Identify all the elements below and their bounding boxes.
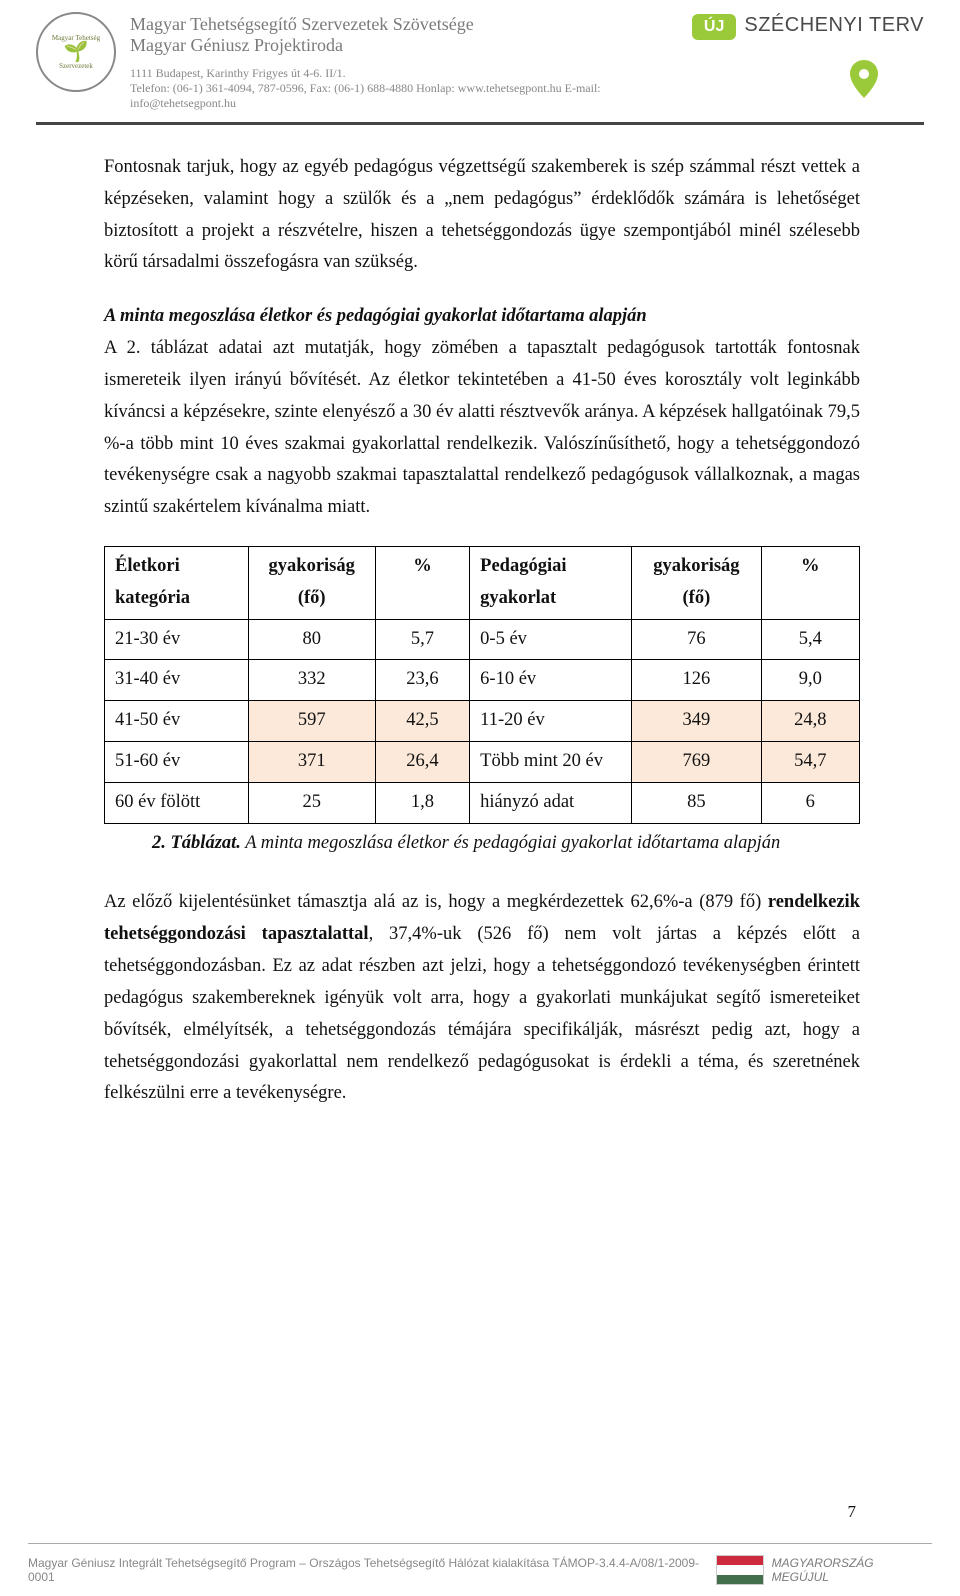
table-2: Életkori kategória gyakoriság (fő) % Ped… xyxy=(104,546,860,860)
header-rule xyxy=(36,122,924,125)
table-cell: 1,8 xyxy=(375,782,469,823)
table-cell: 42,5 xyxy=(375,701,469,742)
data-table: Életkori kategória gyakoriság (fő) % Ped… xyxy=(104,546,860,824)
table-cell: hiányzó adat xyxy=(470,782,632,823)
footer-flag-box: MAGYARORSZÁG MEGÚJUL xyxy=(716,1555,932,1585)
th-freq2: gyakoriság (fő) xyxy=(632,546,761,619)
uj-badge: ÚJ xyxy=(692,14,736,40)
table-cell: 25 xyxy=(248,782,375,823)
org-name-line2: Magyar Géniusz Projektiroda xyxy=(130,35,692,56)
map-pin-icon xyxy=(840,56,888,104)
table-cell: 51-60 év xyxy=(105,742,249,783)
th-practice: Pedagógiai gyakorlat xyxy=(470,546,632,619)
org-contact: Telefon: (06-1) 361-4094, 787-0596, Fax:… xyxy=(130,81,692,111)
paragraph-3: Az előző kijelentésünket támasztja alá a… xyxy=(104,887,860,1110)
page-number: 7 xyxy=(848,1502,857,1522)
table-cell: 23,6 xyxy=(375,660,469,701)
th-pct2: % xyxy=(761,546,860,619)
sprout-icon: 🌱 xyxy=(64,42,89,62)
table-cell: 6-10 év xyxy=(470,660,632,701)
table-caption: 2. Táblázat. A minta megoszlása életkor … xyxy=(104,828,860,860)
table-cell: 24,8 xyxy=(761,701,860,742)
paragraph-1: Fontosnak tarjuk, hogy az egyéb pedagógu… xyxy=(104,152,860,279)
table-cell: 54,7 xyxy=(761,742,860,783)
footer-program-text: Magyar Géniusz Integrált Tehetségsegítő … xyxy=(28,1556,716,1584)
section-title: A minta megoszlása életkor és pedagógiai… xyxy=(104,301,860,333)
page-content: Fontosnak tarjuk, hogy az egyéb pedagógu… xyxy=(104,152,860,1132)
table-cell: 26,4 xyxy=(375,742,469,783)
szechenyi-terv-text: SZÉCHENYI TERV xyxy=(744,14,924,37)
p3-post: , 37,4%-uk (526 fő) nem volt jártas a ké… xyxy=(104,924,860,1103)
table-header-row: Életkori kategória gyakoriság (fő) % Ped… xyxy=(105,546,860,619)
table-cell: 11-20 év xyxy=(470,701,632,742)
table-cell: 769 xyxy=(632,742,761,783)
table-cell: 9,0 xyxy=(761,660,860,701)
table-cell: 332 xyxy=(248,660,375,701)
footer-slogan: MAGYARORSZÁG MEGÚJUL xyxy=(772,1556,932,1584)
flag-stripe-white xyxy=(717,1565,762,1574)
table-cell: 371 xyxy=(248,742,375,783)
hungary-flag-icon xyxy=(716,1555,763,1585)
caption-label: 2. Táblázat. xyxy=(152,833,241,853)
logo-ring-text-bottom: Szervezetek xyxy=(59,62,93,70)
table-row: 51-60 év37126,4Több mint 20 év76954,7 xyxy=(105,742,860,783)
table-row: 41-50 év59742,511-20 év34924,8 xyxy=(105,701,860,742)
table-cell: 349 xyxy=(632,701,761,742)
table-cell: 41-50 év xyxy=(105,701,249,742)
th-freq1: gyakoriság (fő) xyxy=(248,546,375,619)
table-cell: 597 xyxy=(248,701,375,742)
table-cell: 60 év fölött xyxy=(105,782,249,823)
table-cell: Több mint 20 év xyxy=(470,742,632,783)
caption-text: A minta megoszlása életkor és pedagógiai… xyxy=(241,833,780,853)
table-cell: 0-5 év xyxy=(470,619,632,660)
header-right: ÚJ SZÉCHENYI TERV xyxy=(692,14,924,40)
table-cell: 126 xyxy=(632,660,761,701)
flag-stripe-green xyxy=(717,1575,762,1584)
table-cell: 6 xyxy=(761,782,860,823)
table-cell: 5,7 xyxy=(375,619,469,660)
page-footer: Magyar Géniusz Integrált Tehetségsegítő … xyxy=(0,1544,960,1596)
org-logo: Magyar Tehetség 🌱 Szervezetek xyxy=(36,12,116,92)
page-header: Magyar Tehetség 🌱 Szervezetek Magyar Teh… xyxy=(0,0,960,124)
org-name-line1: Magyar Tehetségsegítő Szervezetek Szövet… xyxy=(130,14,692,35)
header-center: Magyar Tehetségsegítő Szervezetek Szövet… xyxy=(130,12,692,111)
table-body: 21-30 év805,70-5 év765,431-40 év33223,66… xyxy=(105,619,860,823)
table-cell: 80 xyxy=(248,619,375,660)
table-cell: 31-40 év xyxy=(105,660,249,701)
table-row: 60 év fölött251,8hiányzó adat856 xyxy=(105,782,860,823)
table-cell: 85 xyxy=(632,782,761,823)
table-row: 31-40 év33223,66-10 év1269,0 xyxy=(105,660,860,701)
flag-stripe-red xyxy=(717,1556,762,1565)
table-row: 21-30 év805,70-5 év765,4 xyxy=(105,619,860,660)
th-pct1: % xyxy=(375,546,469,619)
paragraph-2: A 2. táblázat adatai azt mutatják, hogy … xyxy=(104,333,860,524)
table-cell: 76 xyxy=(632,619,761,660)
table-cell: 5,4 xyxy=(761,619,860,660)
table-cell: 21-30 év xyxy=(105,619,249,660)
p3-pre: Az előző kijelentésünket támasztja alá a… xyxy=(104,892,768,912)
th-age: Életkori kategória xyxy=(105,546,249,619)
org-address: 1111 Budapest, Karinthy Frigyes út 4-6. … xyxy=(130,66,692,81)
